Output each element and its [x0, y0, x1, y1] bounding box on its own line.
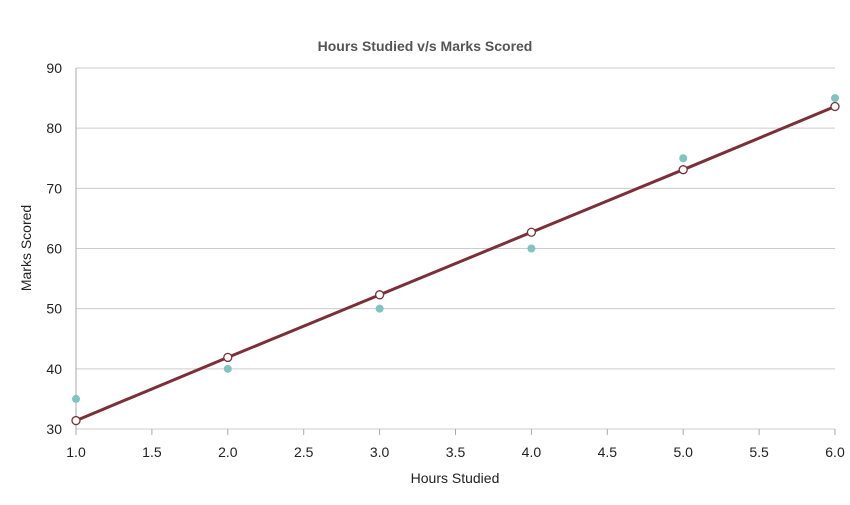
x-tick-label: 5.0: [673, 444, 693, 460]
tick-labels: 30 40 50 60 70 80 90 1.0 1.5 2.0 2.5 3.0 3.5 4.0 4.5 5.…: [46, 60, 845, 460]
y-tick-label: 60: [46, 241, 62, 257]
x-tick-label: 6.0: [825, 444, 845, 460]
regression-point: [678, 165, 688, 175]
x-tick-label: 1.5: [142, 444, 162, 460]
regression-point: [223, 352, 233, 363]
y-tick-label: 50: [46, 301, 62, 317]
x-tick-label: 3.0: [370, 444, 390, 460]
y-tick-label: 70: [46, 180, 62, 196]
regression-point: [830, 101, 840, 112]
chart-title: Hours Studied v/s Marks Scored: [318, 38, 533, 54]
y-tick-label: 80: [46, 120, 62, 136]
regression-point: [71, 415, 81, 426]
regression-point: [374, 290, 385, 300]
scatter-point: [72, 394, 80, 403]
y-axis-title: Marks Scored: [18, 205, 34, 291]
x-tick-label: 1.0: [66, 444, 86, 460]
scatter-point: [375, 304, 384, 313]
x-tick-label: 3.5: [446, 444, 466, 460]
x-tick-label: 4.5: [598, 444, 618, 460]
scatter-point: [679, 154, 688, 163]
y-tick-label: 90: [46, 60, 62, 76]
grid: [75, 67, 836, 435]
scatter-point: [831, 94, 839, 103]
x-tick-label: 4.0: [522, 444, 542, 460]
x-tick-label: 5.5: [749, 444, 769, 460]
x-axis-title: Hours Studied: [411, 470, 500, 486]
y-tick-label: 30: [46, 421, 62, 437]
x-tick-label: 2.5: [294, 444, 314, 460]
scatter-point: [223, 364, 232, 373]
scatter-point: [527, 244, 536, 253]
y-tick-label: 40: [46, 361, 62, 377]
x-tick-label: 2.0: [218, 444, 238, 460]
plot-area: [71, 94, 840, 426]
regression-line: [75, 105, 836, 422]
regression-point: [526, 227, 537, 237]
